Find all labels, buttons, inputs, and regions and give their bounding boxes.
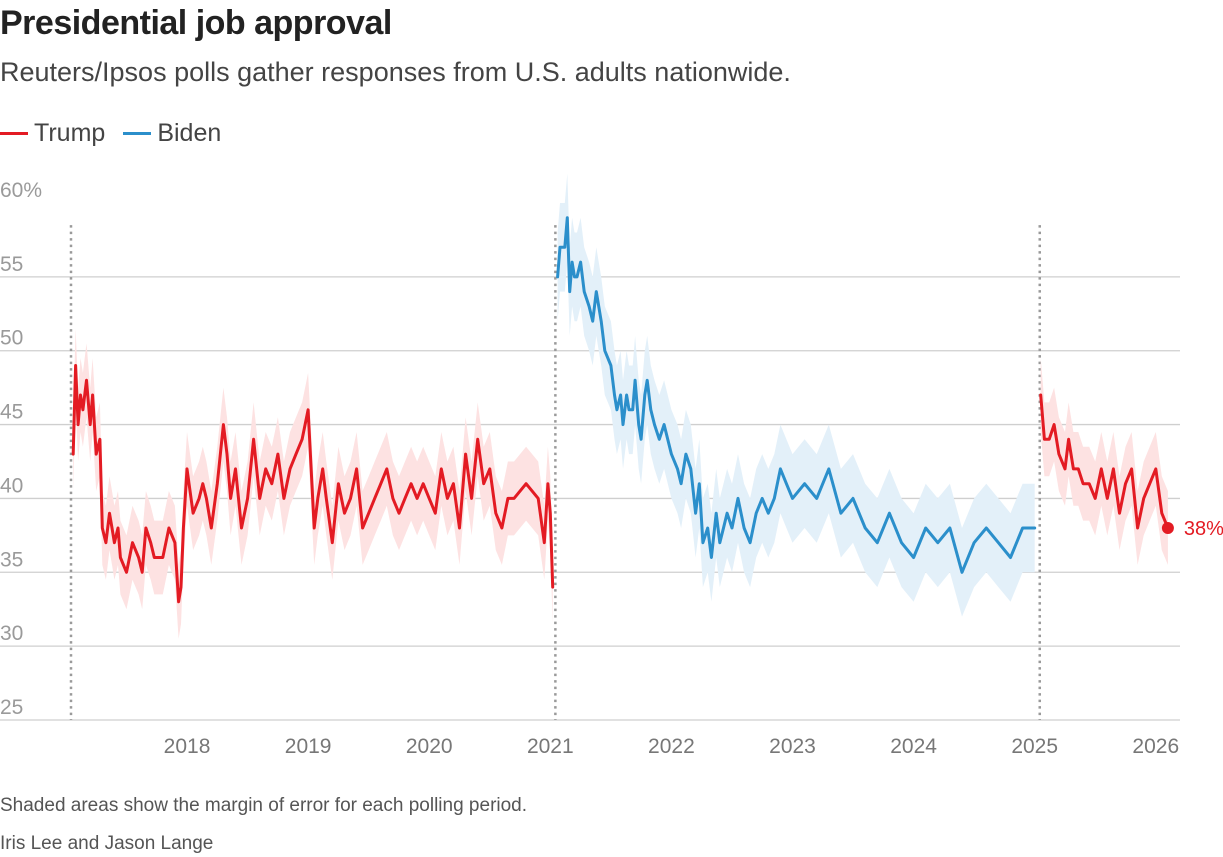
y-tick-label-55: 55 xyxy=(0,253,23,276)
chart-note: Shaded areas show the margin of error fo… xyxy=(0,795,528,816)
legend-label-biden: Biden xyxy=(157,119,222,147)
legend-swatch-biden xyxy=(123,132,152,135)
legend-item-biden: Biden xyxy=(123,119,221,148)
x-tick-label-2023: 2023 xyxy=(769,735,816,758)
chart-title: Presidential job approval xyxy=(0,4,392,42)
chart-subtitle: Reuters/Ipsos polls gather responses fro… xyxy=(0,57,791,87)
series-line-trump-2 xyxy=(1039,393,1170,530)
y-tick-label-30: 30 xyxy=(0,622,23,645)
y-tick-label-60: 60% xyxy=(0,179,42,202)
x-tick-label-2020: 2020 xyxy=(406,735,453,758)
legend: Trump Biden xyxy=(0,119,239,148)
moe-band-biden-1 xyxy=(557,173,1035,617)
chart-credit: Iris Lee and Jason Lange xyxy=(0,833,214,854)
x-tick-label-2024: 2024 xyxy=(890,735,937,758)
endpoint-label: 38% xyxy=(1184,518,1223,540)
y-tick-label-45: 45 xyxy=(0,401,23,424)
y-tick-label-35: 35 xyxy=(0,548,23,571)
x-tick-label-2025: 2025 xyxy=(1011,735,1058,758)
y-tick-label-50: 50 xyxy=(0,327,23,350)
y-tick-label-25: 25 xyxy=(0,696,23,719)
series-line-biden-1 xyxy=(556,216,1037,574)
moe-band-trump-2 xyxy=(1040,358,1168,565)
x-tick-label-2021: 2021 xyxy=(527,735,574,758)
x-tick-label-2022: 2022 xyxy=(648,735,695,758)
series-line-trump-0 xyxy=(71,364,555,604)
legend-swatch-trump xyxy=(0,132,28,135)
x-tick-label-2026: 2026 xyxy=(1132,735,1179,758)
x-tick-label-2018: 2018 xyxy=(164,735,211,758)
legend-item-trump: Trump xyxy=(0,119,105,148)
legend-label-trump: Trump xyxy=(34,119,106,147)
y-tick-label-40: 40 xyxy=(0,474,23,497)
endpoint-marker xyxy=(1161,521,1174,534)
approval-chart: 60% 55 50 45 40 35 30 25 2018 2019 2020 2021 2022 202… xyxy=(0,173,1223,758)
x-tick-label-2019: 2019 xyxy=(285,735,332,758)
